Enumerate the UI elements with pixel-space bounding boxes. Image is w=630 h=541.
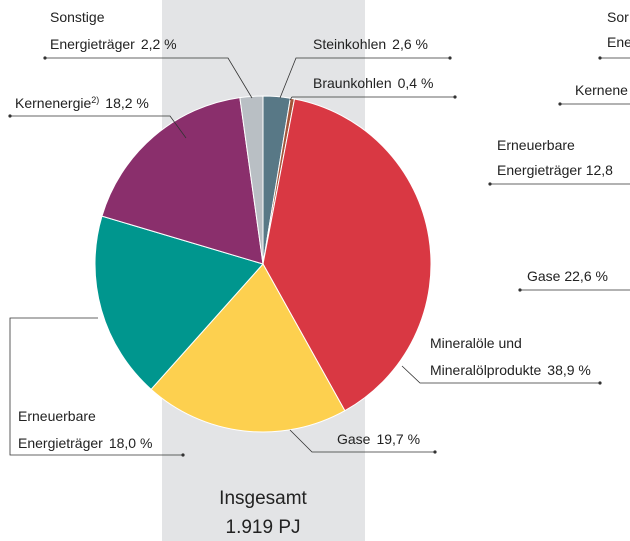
value-label: 2,2 % [141, 36, 177, 52]
leader-dot [598, 56, 602, 60]
slice-label: Energieträger 18,0 % [18, 435, 152, 451]
slice-label: Mineralöle und [430, 335, 522, 351]
leader-dot [8, 114, 12, 118]
leader-line [9, 317, 183, 456]
leader-dot [43, 56, 47, 60]
leader-line [45, 57, 253, 99]
value-label: 38,9 % [547, 362, 591, 378]
category-name: Sonstige [50, 9, 105, 25]
neighbor-label: Ene [607, 34, 630, 50]
leader-dot [433, 450, 437, 454]
slice-label: Kernenergie2) 18,2 % [15, 95, 149, 111]
value-label: 18,0 % [109, 435, 153, 451]
slice-label: Energieträger 2,2 % [50, 36, 177, 52]
category-name: Mineralöle und [430, 335, 522, 351]
category-name: Energieträger [50, 36, 135, 52]
category-name: Kernenergie [15, 95, 91, 111]
leader-dot [181, 453, 185, 457]
slice-label: Mineralölprodukte 38,9 % [430, 362, 591, 378]
leader-dot [488, 182, 492, 186]
slice-label: Steinkohlen 2,6 % [313, 36, 428, 52]
category-name: Gase [337, 431, 371, 447]
total-value: 1.919 PJ [226, 517, 301, 538]
slice-label: Braunkohlen 0,4 % [313, 75, 433, 91]
leader-dot [453, 95, 457, 99]
slice-label: Gase 19,7 % [337, 431, 420, 447]
category-name: Steinkohlen [313, 36, 386, 52]
leader-dot [598, 381, 602, 385]
slice-label: Sonstige [50, 9, 105, 25]
value-label: 19,7 % [376, 431, 420, 447]
total-label: Insgesamt [219, 488, 307, 509]
slice-label: Erneuerbare [18, 408, 96, 424]
category-name: Energieträger [18, 435, 103, 451]
pie-slice [101, 97, 264, 265]
neighbor-label: Erneuerbare [497, 137, 575, 153]
leader-dot [518, 288, 522, 292]
pie-slice [150, 263, 346, 433]
leader-dot [558, 102, 562, 106]
leader-line [289, 96, 455, 101]
category-name: Braunkohlen [313, 75, 392, 91]
leader-line [10, 115, 187, 139]
category-name: Mineralölprodukte [430, 362, 541, 378]
leader-line [279, 57, 450, 99]
value-label: 2,6 % [392, 36, 428, 52]
value-label: 18,2 % [105, 95, 149, 111]
pie-slice [94, 215, 264, 391]
leader-line [401, 365, 600, 384]
neighbor-label: Gase 22,6 % [527, 268, 608, 284]
category-name: Erneuerbare [18, 408, 96, 424]
leader-dot [448, 56, 452, 60]
pie-slice [262, 98, 432, 412]
footnote-mark: 2) [91, 95, 99, 105]
value-label: 0,4 % [398, 75, 434, 91]
neighbor-label: Sor [607, 9, 629, 25]
neighbor-label: Kernene [575, 82, 628, 98]
leader-line [289, 429, 435, 453]
neighbor-label: Energieträger 12,8 [497, 162, 613, 178]
